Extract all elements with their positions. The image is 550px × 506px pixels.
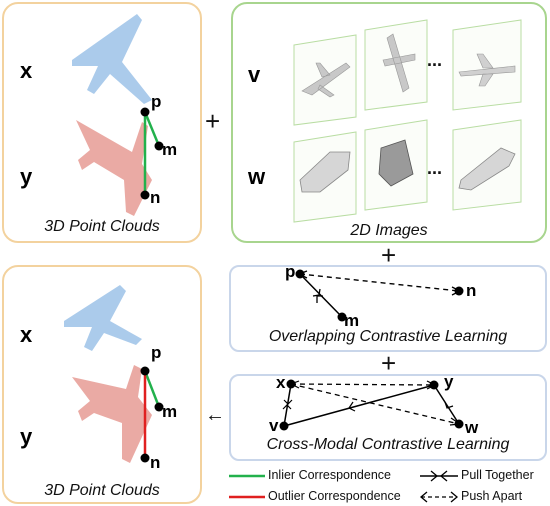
legend-outlier-line	[229, 495, 265, 499]
ellipsis-top: ...	[427, 50, 443, 70]
cross-label-x: x	[276, 373, 286, 392]
label-y-bottom: y	[20, 424, 33, 449]
point-cloud-plane-blue-bottom	[64, 285, 142, 351]
image-car-2	[364, 119, 428, 211]
plus-operator-3: +	[381, 348, 397, 378]
caption-2d-images: 2D Images	[350, 222, 428, 239]
point-cloud-plane-red-top	[76, 120, 152, 216]
point-n-bottom	[140, 453, 150, 463]
plus-operator-2: +	[381, 240, 397, 270]
cross-label-y: y	[444, 372, 454, 391]
left-arrow-icon: ←	[205, 404, 225, 426]
label-m-bottom: m	[162, 402, 178, 421]
overlap-point-m	[337, 312, 347, 322]
point-p	[140, 107, 150, 117]
label-y: y	[20, 164, 33, 189]
caption-overlapping: Overlapping Contrastive Learning	[268, 328, 508, 345]
panel-overlapping-contrastive	[229, 265, 547, 352]
legend-inlier-label: Inlier Correspondence	[268, 468, 391, 482]
label-w: w	[248, 164, 266, 189]
overlap-diagram	[295, 269, 464, 322]
point-cloud-plane-red-bottom	[72, 365, 152, 463]
overlap-label-m: m	[344, 311, 360, 330]
legend-outlier-label: Outlier Correspondence	[268, 489, 401, 503]
label-m: m	[162, 140, 178, 159]
cross-point-x	[286, 379, 296, 389]
cross-point-y	[429, 380, 439, 390]
label-n-bottom: n	[150, 453, 161, 472]
cross-label-v: v	[269, 416, 279, 435]
overlap-point-p	[295, 269, 305, 279]
caption-cross-modal: Cross-Modal Contrastive Learning	[266, 436, 510, 453]
label-x-bottom: x	[20, 322, 33, 347]
legend-push-label: Push Apart	[461, 489, 523, 503]
caption-3d-point-clouds: 3D Point Clouds	[44, 218, 160, 235]
panel-cross-modal-contrastive	[229, 374, 547, 461]
overlap-label-p: p	[285, 262, 296, 281]
label-p-bottom: p	[151, 343, 162, 362]
correspondence-lines-top	[140, 107, 164, 200]
cross-modal-diagram	[279, 379, 464, 431]
point-m	[154, 141, 164, 151]
image-plane-1	[293, 34, 357, 126]
point-cloud-plane-blue-top	[72, 14, 152, 104]
caption-3d-point-clouds-bottom: 3D Point Clouds	[44, 482, 160, 499]
legend-pull-icon	[420, 470, 458, 482]
label-x: x	[20, 58, 33, 83]
image-car-1	[293, 131, 357, 223]
label-n: n	[150, 188, 161, 207]
point-n	[140, 190, 150, 200]
plus-operator: +	[205, 106, 221, 136]
ellipsis-bottom: ...	[427, 158, 443, 178]
point-p-bottom	[140, 366, 150, 376]
label-v: v	[248, 62, 261, 87]
legend-push-icon	[419, 491, 459, 503]
correspondence-lines-bottom	[140, 366, 164, 463]
point-m-bottom	[154, 402, 164, 412]
overlap-label-n: n	[466, 281, 477, 300]
cross-point-v	[279, 421, 289, 431]
cross-label-w: w	[465, 418, 479, 437]
legend-pull-label: Pull Together	[461, 468, 534, 482]
overlap-point-n	[454, 286, 464, 296]
label-p: p	[151, 92, 162, 111]
image-plane-2	[364, 19, 428, 111]
cross-point-w	[454, 419, 464, 429]
legend-inlier-line	[229, 474, 265, 478]
image-plane-3	[452, 19, 522, 111]
image-car-3	[452, 119, 522, 211]
